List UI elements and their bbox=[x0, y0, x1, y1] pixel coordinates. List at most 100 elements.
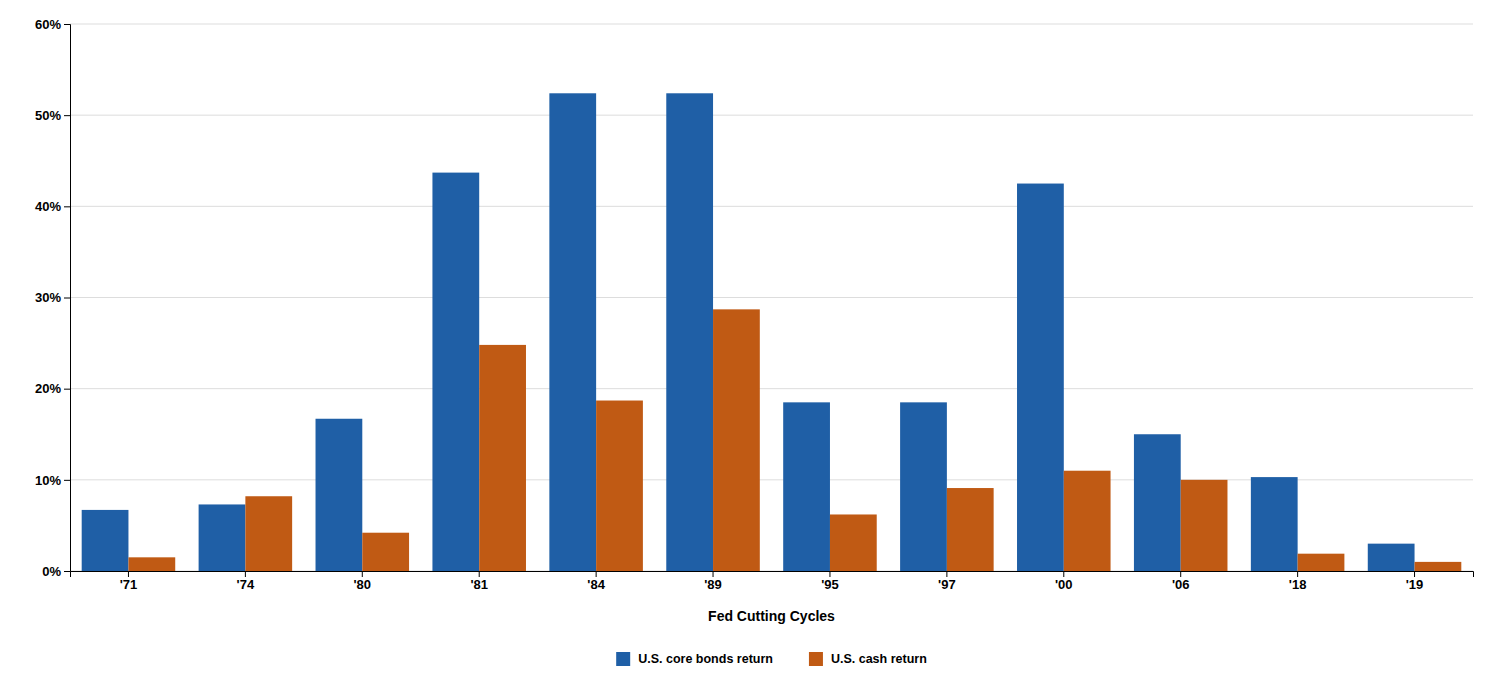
bar bbox=[1064, 471, 1111, 571]
x-tick-mark bbox=[245, 571, 246, 577]
bar bbox=[947, 488, 994, 571]
bar-series bbox=[82, 93, 1415, 571]
x-tick-label: '74 bbox=[237, 577, 255, 592]
y-tick-label: 10% bbox=[35, 472, 61, 487]
bar bbox=[549, 93, 596, 571]
chart: 0% 10% 20% 30% 40% 50% 60% '71 '74 '80 '81 '84 '89 '9… bbox=[0, 0, 1503, 691]
bar bbox=[1181, 480, 1228, 571]
bar bbox=[362, 533, 409, 571]
grid bbox=[70, 24, 1473, 571]
y-tick-mark bbox=[64, 24, 70, 25]
x-tick: '84 bbox=[587, 571, 605, 592]
y-tick: 60% bbox=[35, 17, 70, 32]
y-tick-mark bbox=[64, 115, 70, 116]
y-tick-label: 20% bbox=[35, 381, 61, 396]
bar bbox=[432, 173, 479, 571]
grid-line bbox=[70, 24, 1473, 25]
y-tick-mark bbox=[64, 206, 70, 207]
x-axis-line bbox=[71, 572, 1474, 578]
x-tick: '95 bbox=[821, 571, 839, 592]
bar-series bbox=[128, 309, 1461, 571]
bar bbox=[479, 345, 526, 571]
grid-line bbox=[70, 206, 1473, 207]
x-tick-label: '71 bbox=[120, 577, 138, 592]
x-tick-label: '19 bbox=[1406, 577, 1424, 592]
x-tick-label: '00 bbox=[1055, 577, 1073, 592]
x-tick-mark bbox=[829, 571, 830, 577]
x-tick: '80 bbox=[354, 571, 372, 592]
bar bbox=[713, 309, 760, 571]
bar bbox=[199, 504, 246, 571]
y-tick-label: 30% bbox=[35, 290, 61, 305]
x-tick-mark bbox=[128, 571, 129, 577]
x-tick: '89 bbox=[704, 571, 722, 592]
legend-label: U.S. cash return bbox=[831, 652, 927, 666]
y-tick-label: 40% bbox=[35, 199, 61, 214]
y-tick: 30% bbox=[35, 290, 70, 305]
x-tick-mark bbox=[479, 571, 480, 577]
x-tick-label: '06 bbox=[1172, 577, 1190, 592]
legend-label: U.S. core bonds return bbox=[638, 652, 773, 666]
y-tick: 10% bbox=[35, 472, 70, 487]
x-tick: '97 bbox=[938, 571, 956, 592]
bar bbox=[128, 557, 175, 571]
x-tick-mark bbox=[362, 571, 363, 577]
y-tick: 20% bbox=[35, 381, 70, 396]
bar bbox=[900, 402, 947, 571]
y-tick-label: 60% bbox=[35, 17, 61, 32]
x-tick-label: '80 bbox=[354, 577, 372, 592]
x-tick: '81 bbox=[470, 571, 488, 592]
bar bbox=[82, 510, 129, 571]
x-tick: '00 bbox=[1055, 571, 1073, 592]
bar bbox=[596, 401, 643, 571]
bar bbox=[1368, 544, 1415, 571]
y-tick: 0% bbox=[42, 564, 70, 579]
bar bbox=[783, 402, 830, 571]
legend-item: U.S. core bonds return bbox=[616, 652, 773, 666]
grid-line bbox=[70, 115, 1473, 116]
bar bbox=[245, 496, 292, 571]
x-tick: '19 bbox=[1406, 571, 1424, 592]
y-axis-line bbox=[64, 25, 71, 572]
y-tick-label: 50% bbox=[35, 108, 61, 123]
y-tick-mark bbox=[64, 389, 70, 390]
x-tick-mark bbox=[1063, 571, 1064, 577]
legend-swatch bbox=[616, 652, 630, 666]
bars bbox=[82, 93, 1462, 571]
y-tick: 40% bbox=[35, 199, 70, 214]
x-tick-mark bbox=[1414, 571, 1415, 577]
x-tick-mark bbox=[596, 571, 597, 577]
x-tick-label: '84 bbox=[587, 577, 605, 592]
bar bbox=[1298, 554, 1345, 571]
legend: U.S. core bonds return U.S. cash return bbox=[616, 652, 927, 666]
bar bbox=[1415, 562, 1462, 571]
y-tick-mark bbox=[64, 571, 70, 572]
x-tick-label: '81 bbox=[470, 577, 488, 592]
x-tick-label: '95 bbox=[821, 577, 839, 592]
y-tick-label: 0% bbox=[42, 564, 61, 579]
legend-swatch bbox=[809, 652, 823, 666]
y-tick: 50% bbox=[35, 108, 70, 123]
x-tick-mark bbox=[946, 571, 947, 577]
bar bbox=[1134, 434, 1181, 571]
x-tick: '18 bbox=[1289, 571, 1307, 592]
y-tick-mark bbox=[64, 480, 70, 481]
x-tick-mark bbox=[1180, 571, 1181, 577]
y-axis: 0% 10% 20% 30% 40% 50% 60% bbox=[35, 17, 71, 579]
x-axis-title: Fed Cutting Cycles bbox=[708, 608, 835, 624]
bar bbox=[1251, 477, 1298, 571]
x-tick-label: '97 bbox=[938, 577, 956, 592]
x-tick-label: '89 bbox=[704, 577, 722, 592]
legend-item: U.S. cash return bbox=[809, 652, 927, 666]
x-tick-label: '18 bbox=[1289, 577, 1307, 592]
y-tick-mark bbox=[64, 298, 70, 299]
grid-line bbox=[70, 388, 1473, 389]
x-tick: '74 bbox=[237, 571, 255, 592]
x-tick-mark bbox=[713, 571, 714, 577]
x-tick: '06 bbox=[1172, 571, 1190, 592]
bar bbox=[316, 419, 363, 571]
x-axis: '71 '74 '80 '81 '84 '89 '95 '97 '00 '06 '18 '19 bbox=[71, 571, 1474, 592]
x-tick: '71 bbox=[120, 571, 138, 592]
plot: 0% 10% 20% 30% 40% 50% 60% '71 '74 '80 '81 '84 '89 '9… bbox=[35, 17, 1474, 624]
bar bbox=[666, 93, 713, 571]
